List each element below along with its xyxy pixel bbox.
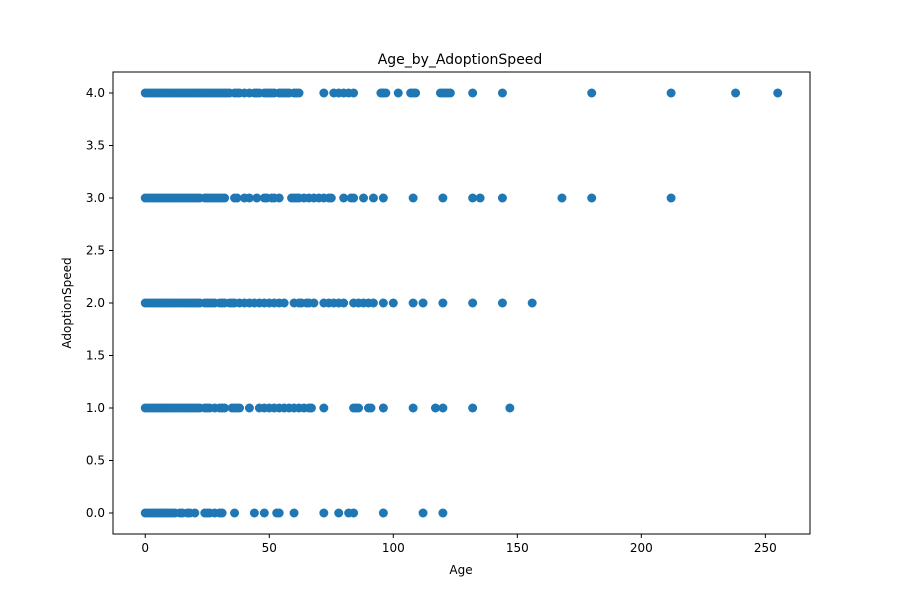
data-point (306, 403, 316, 413)
y-tick-label: 3.5 (86, 139, 105, 153)
data-point (527, 298, 537, 308)
data-point (220, 193, 230, 203)
data-point (378, 508, 388, 518)
data-point (339, 298, 349, 308)
data-point (497, 193, 507, 203)
x-tick-label: 50 (262, 541, 277, 555)
data-point (505, 403, 515, 413)
data-point (319, 88, 329, 98)
data-point (378, 403, 388, 413)
data-point (339, 193, 349, 203)
data-point (587, 88, 597, 98)
x-tick-label: 0 (141, 541, 149, 555)
data-point (497, 298, 507, 308)
data-point (445, 88, 455, 98)
data-point (289, 508, 299, 518)
y-axis: 0.0 0.5 1.0 1.5 2.0 2.5 3.0 3.5 4.0 (86, 86, 113, 520)
y-tick-label: 0.5 (86, 454, 105, 468)
data-point (244, 193, 254, 203)
data-point (773, 88, 783, 98)
data-point (587, 193, 597, 203)
data-point (468, 298, 478, 308)
data-point (438, 403, 448, 413)
x-tick-label: 150 (506, 541, 529, 555)
data-point (244, 403, 254, 413)
data-point (359, 193, 369, 203)
x-tick-label: 250 (754, 541, 777, 555)
data-point (368, 298, 378, 308)
x-axis: 0 50 100 150 200 250 (141, 534, 777, 555)
data-point (438, 508, 448, 518)
data-point (232, 193, 242, 203)
data-point (411, 88, 421, 98)
points-layer (140, 88, 783, 518)
data-point (279, 298, 289, 308)
data-point (418, 298, 428, 308)
y-tick-label: 0.0 (86, 506, 105, 520)
data-point (497, 88, 507, 98)
x-tick-label: 200 (630, 541, 653, 555)
data-point (438, 298, 448, 308)
data-point (334, 508, 344, 518)
y-tick-label: 1.0 (86, 401, 105, 415)
data-point (309, 298, 319, 308)
data-point (252, 193, 262, 203)
data-point (378, 298, 388, 308)
data-point (666, 193, 676, 203)
data-point (349, 88, 359, 98)
data-point (408, 193, 418, 203)
y-tick-label: 2.5 (86, 244, 105, 258)
data-point (217, 508, 227, 518)
data-point (274, 508, 284, 518)
data-point (731, 88, 741, 98)
data-point (368, 193, 378, 203)
data-point (349, 508, 359, 518)
data-point (319, 403, 329, 413)
data-point (418, 508, 428, 518)
data-point (366, 403, 376, 413)
x-tick-label: 100 (382, 541, 405, 555)
y-tick-label: 2.0 (86, 296, 105, 310)
data-point (326, 193, 336, 203)
data-point (220, 403, 230, 413)
data-point (438, 193, 448, 203)
data-point (388, 298, 398, 308)
y-tick-label: 3.0 (86, 191, 105, 205)
x-axis-title: Age (449, 563, 472, 577)
y-tick-label: 1.5 (86, 349, 105, 363)
data-point (294, 88, 304, 98)
data-point (408, 403, 418, 413)
data-point (381, 88, 391, 98)
data-point (259, 508, 269, 518)
data-point (557, 193, 567, 203)
data-point (235, 403, 244, 413)
data-point (666, 88, 676, 98)
data-point (354, 403, 364, 413)
data-point (230, 508, 240, 518)
data-point (274, 193, 284, 203)
data-point (430, 403, 440, 413)
y-axis-title: AdoptionSpeed (60, 257, 74, 348)
data-point (190, 508, 200, 518)
data-point (249, 508, 259, 518)
data-point (468, 193, 478, 203)
data-point (393, 88, 403, 98)
data-point (378, 193, 388, 203)
data-point (319, 508, 329, 518)
data-point (475, 193, 485, 203)
data-point (408, 298, 418, 308)
chart-title: Age_by_AdoptionSpeed (378, 52, 543, 68)
data-point (349, 193, 359, 203)
y-tick-label: 4.0 (86, 86, 105, 100)
data-point (468, 88, 478, 98)
data-point (468, 403, 478, 413)
